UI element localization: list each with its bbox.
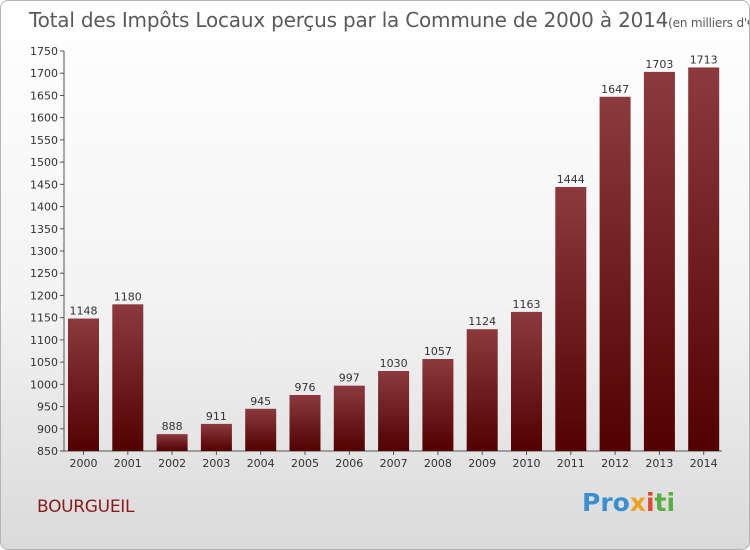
x-tick-label: 2008	[424, 457, 452, 470]
y-tick-label: 950	[37, 401, 58, 414]
chart-title-unit: (en milliers d'€)	[668, 16, 750, 30]
bar-value-label: 1703	[645, 58, 673, 71]
bar-value-label: 1148	[70, 305, 98, 318]
logo-part-1: Pro	[582, 488, 630, 517]
logo-part-3: i	[645, 488, 655, 517]
bar-value-label: 1124	[468, 315, 496, 328]
bar	[422, 359, 454, 451]
bar-value-label: 911	[206, 410, 227, 423]
bar	[643, 71, 675, 451]
y-tick-label: 1400	[30, 201, 58, 214]
y-tick-label: 1300	[30, 245, 58, 258]
bar-value-label: 1444	[557, 173, 585, 186]
y-tick-label: 1550	[30, 134, 58, 147]
bar-chart: 850 900 950 1000 1050 1100 1150 1200 1250 1300 135…	[30, 45, 722, 470]
y-tick-label: 850	[37, 445, 58, 458]
x-tick-label: 2003	[202, 457, 230, 470]
x-tick-label: 2005	[291, 457, 319, 470]
y-tick-label: 1150	[30, 312, 58, 325]
x-tick-label: 2011	[557, 457, 585, 470]
logo-part-2: x	[629, 488, 646, 517]
bar-value-label: 945	[250, 395, 271, 408]
x-tick-label: 2004	[247, 457, 275, 470]
bar-value-label: 997	[339, 372, 360, 385]
bar	[688, 67, 720, 451]
bar-value-label: 976	[295, 381, 316, 394]
x-tick-label: 2009	[468, 457, 496, 470]
bar	[156, 434, 188, 451]
bar-value-label: 888	[162, 420, 183, 433]
bar-value-label: 1163	[513, 298, 541, 311]
y-tick-label: 1200	[30, 289, 58, 302]
bar	[599, 96, 631, 452]
y-tick-label: 1000	[30, 378, 58, 391]
logo-part-4: ti	[654, 488, 676, 517]
bar-value-label: 1180	[114, 290, 142, 303]
x-tick-label: 2001	[114, 457, 142, 470]
x-tick-label: 2002	[158, 457, 186, 470]
bar	[333, 385, 365, 451]
y-tick-label: 1050	[30, 356, 58, 369]
bar-value-label: 1647	[601, 83, 629, 96]
commune-name: BOURGUEIL	[37, 497, 135, 517]
bar-value-label: 1057	[424, 345, 452, 358]
y-tick-label: 1100	[30, 334, 58, 347]
x-tick-label: 2010	[513, 457, 541, 470]
bar	[289, 395, 321, 451]
y-tick-label: 900	[37, 423, 58, 436]
bar	[466, 329, 498, 451]
bar	[378, 371, 410, 451]
chart-title-main: Total des Impôts Locaux perçus par la Co…	[29, 8, 669, 32]
y-tick-label: 1750	[30, 45, 58, 58]
x-tick-label: 2014	[690, 457, 718, 470]
bar-value-label: 1713	[690, 53, 718, 66]
bar	[68, 318, 99, 451]
bar	[112, 304, 144, 451]
bar-value-label: 1030	[380, 357, 408, 370]
x-tick-label: 2012	[601, 457, 629, 470]
y-tick-label: 1350	[30, 223, 58, 236]
y-tick-label: 1600	[30, 112, 58, 125]
x-tick-label: 2006	[335, 457, 363, 470]
chart-title: Total des Impôts Locaux perçus par la Co…	[29, 8, 750, 32]
x-tick-label: 2007	[380, 457, 408, 470]
bar	[555, 187, 587, 451]
y-tick-label: 1250	[30, 267, 58, 280]
x-tick-label: 2000	[70, 457, 98, 470]
bar	[511, 311, 542, 451]
proxiti-logo: Proxiti	[582, 488, 675, 517]
x-tick-label: 2013	[645, 457, 673, 470]
y-tick-label: 1650	[30, 89, 58, 102]
bar	[245, 408, 277, 451]
y-tick-label: 1700	[30, 67, 58, 80]
y-tick-label: 1450	[30, 178, 58, 191]
y-tick-label: 1500	[30, 156, 58, 169]
bar	[200, 423, 232, 451]
